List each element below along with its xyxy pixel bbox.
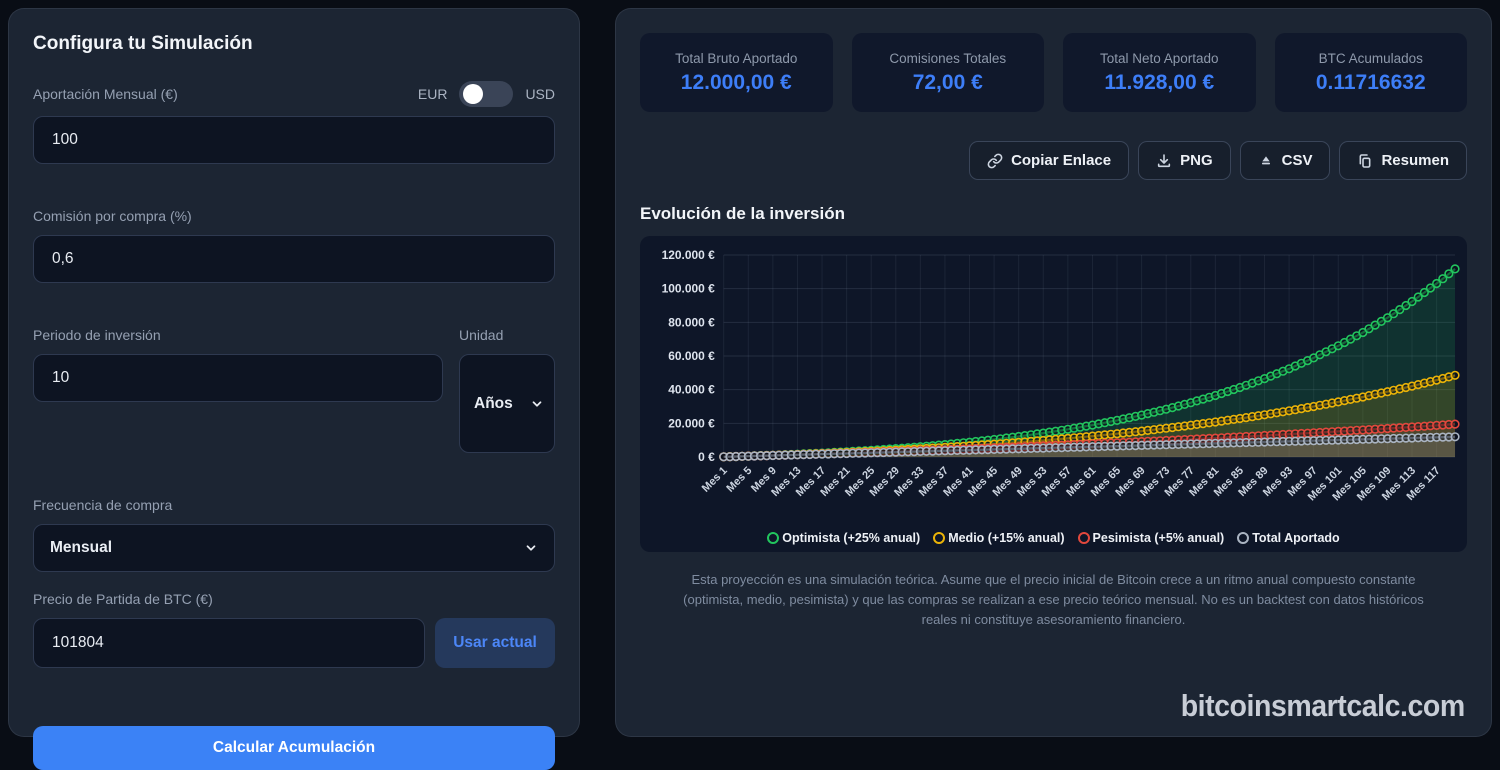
download-png-label: PNG bbox=[1180, 152, 1213, 169]
frecuencia-label: Frecuencia de compra bbox=[33, 497, 173, 513]
download-png-button[interactable]: PNG bbox=[1138, 141, 1231, 180]
periodo-label: Periodo de inversión bbox=[33, 327, 161, 343]
stat-value: 12.000,00 € bbox=[680, 70, 792, 94]
svg-text:20.000 €: 20.000 € bbox=[668, 416, 715, 430]
results-panel: Total Bruto Aportado 12.000,00 € Comisio… bbox=[615, 8, 1492, 737]
legend-label: Pesimista (+5% anual) bbox=[1092, 531, 1225, 545]
stat-label: BTC Acumulados bbox=[1318, 50, 1423, 66]
download-csv-button[interactable]: CSV bbox=[1239, 141, 1331, 180]
frecuencia-select[interactable]: Mensual bbox=[33, 524, 555, 572]
frecuencia-select-value: Mensual bbox=[50, 539, 113, 556]
copy-link-label: Copiar Enlace bbox=[1011, 152, 1112, 169]
copy-icon bbox=[1360, 153, 1371, 168]
unidad-field-group: Unidad Años bbox=[459, 327, 555, 453]
stat-comisiones: Comisiones Totales 72,00 € bbox=[851, 33, 1044, 112]
chart-title: Evolución de la inversión bbox=[640, 204, 845, 223]
legend-marker-icon bbox=[1237, 532, 1250, 544]
comision-field-group: Comisión por compra (%) bbox=[33, 208, 555, 283]
periodo-unidad-row: Periodo de inversión Unidad Años bbox=[33, 327, 555, 453]
unidad-label: Unidad bbox=[459, 327, 504, 343]
copy-link-button[interactable]: Copiar Enlace bbox=[969, 141, 1130, 180]
legend-marker-icon bbox=[767, 532, 780, 544]
svg-text:Mes 1: Mes 1 bbox=[700, 465, 730, 495]
legend-label: Total Aportado bbox=[1252, 531, 1340, 545]
svg-text:0 €: 0 € bbox=[698, 450, 715, 464]
stats-row: Total Bruto Aportado 12.000,00 € Comisio… bbox=[640, 33, 1467, 112]
svg-text:120.000 €: 120.000 € bbox=[662, 248, 715, 262]
currency-usd-label: USD bbox=[525, 86, 555, 102]
stat-value: 11.928,00 € bbox=[1104, 70, 1215, 94]
comision-input[interactable] bbox=[33, 235, 555, 283]
copy-summary-label: Resumen bbox=[1381, 152, 1449, 169]
download-csv-label: CSV bbox=[1281, 152, 1313, 169]
chart-legend: Optimista (+25% anual) Medio (+15% anual)… bbox=[640, 531, 1467, 545]
page: Configura tu Simulación Aportación Mensu… bbox=[8, 8, 1492, 770]
stat-total-neto: Total Neto Aportado 11.928,00 € bbox=[1063, 33, 1256, 112]
link-icon bbox=[987, 153, 1003, 168]
chevron-down-icon bbox=[526, 545, 536, 551]
unidad-select[interactable]: Años bbox=[459, 354, 555, 453]
watermark: bitcoinsmartcalc.com bbox=[1180, 688, 1465, 723]
copy-summary-button[interactable]: Resumen bbox=[1339, 141, 1467, 180]
periodo-field-group: Periodo de inversión bbox=[33, 327, 443, 402]
legend-item: Pesimista (+5% anual) bbox=[1077, 531, 1225, 545]
config-panel-title: Configura tu Simulación bbox=[33, 33, 253, 54]
stat-value: 72,00 € bbox=[912, 70, 983, 94]
chart-container: 0 € 20.000 € 40.000 € 60.000 € 80.000 € 100.0… bbox=[640, 236, 1467, 552]
use-current-price-button[interactable]: Usar actual bbox=[435, 618, 555, 668]
unidad-select-value: Años bbox=[474, 394, 513, 412]
aportacion-label: Aportación Mensual (€) bbox=[33, 86, 178, 102]
legend-label: Medio (+15% anual) bbox=[948, 531, 1065, 545]
precio-field-group: Precio de Partida de BTC (€) Usar actual bbox=[33, 591, 555, 668]
legend-item: Optimista (+25% anual) bbox=[767, 531, 920, 545]
svg-text:Mes 5: Mes 5 bbox=[724, 465, 754, 495]
svg-text:80.000 €: 80.000 € bbox=[668, 315, 715, 329]
legend-label: Optimista (+25% anual) bbox=[782, 531, 921, 545]
legend-marker-icon bbox=[1077, 532, 1090, 544]
periodo-input[interactable] bbox=[33, 354, 443, 402]
stat-total-bruto: Total Bruto Aportado 12.000,00 € bbox=[640, 33, 833, 112]
stat-btc-acumulados: BTC Acumulados 0.11716632 bbox=[1274, 33, 1467, 112]
currency-toggle-group: EUR USD bbox=[418, 81, 555, 107]
svg-text:100.000 €: 100.000 € bbox=[662, 282, 715, 296]
config-panel: Configura tu Simulación Aportación Mensu… bbox=[8, 8, 580, 770]
stat-label: Total Neto Aportado bbox=[1099, 50, 1219, 66]
stat-label: Total Bruto Aportado bbox=[675, 50, 798, 66]
disclaimer-text: Esta proyección es una simulación teóric… bbox=[683, 572, 1424, 628]
legend-item: Total Aportado bbox=[1237, 531, 1340, 545]
calculate-button[interactable]: Calcular Acumulación bbox=[33, 726, 555, 770]
svg-text:40.000 €: 40.000 € bbox=[668, 383, 715, 397]
investment-chart: 0 € 20.000 € 40.000 € 60.000 € 80.000 € 100.0… bbox=[662, 248, 1460, 503]
legend-marker-icon bbox=[933, 532, 946, 544]
comision-label: Comisión por compra (%) bbox=[33, 208, 192, 224]
currency-toggle[interactable] bbox=[459, 81, 514, 107]
currency-toggle-knob bbox=[463, 84, 484, 104]
svg-text:60.000 €: 60.000 € bbox=[668, 349, 715, 363]
download-icon bbox=[1157, 153, 1171, 167]
export-csv-icon bbox=[1261, 155, 1270, 164]
legend-item: Medio (+15% anual) bbox=[933, 531, 1065, 545]
chevron-down-icon bbox=[532, 400, 542, 407]
export-buttons-row: Copiar Enlace PNG CSV Resumen bbox=[640, 141, 1467, 180]
precio-input[interactable] bbox=[33, 618, 425, 668]
currency-eur-label: EUR bbox=[417, 86, 448, 102]
stat-label: Comisiones Totales bbox=[889, 50, 1007, 66]
precio-label: Precio de Partida de BTC (€) bbox=[33, 591, 213, 607]
aportacion-field-group: Aportación Mensual (€) EUR USD bbox=[33, 81, 555, 164]
frecuencia-field-group: Frecuencia de compra Mensual bbox=[33, 497, 555, 572]
stat-value: 0.11716632 bbox=[1315, 70, 1426, 94]
aportacion-input[interactable] bbox=[33, 116, 555, 164]
